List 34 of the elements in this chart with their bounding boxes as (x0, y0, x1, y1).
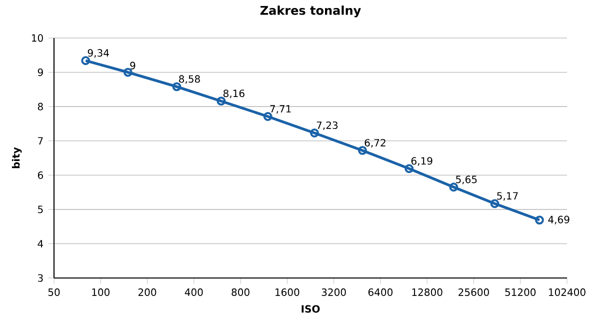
data-label: 5,17 (497, 192, 518, 201)
x-tick-label: 25600 (458, 288, 489, 296)
x-tick-label: 12800 (412, 288, 442, 296)
y-tick-label: 5 (38, 206, 43, 214)
y-tick-label: 4 (38, 240, 44, 248)
y-tick-label: 9 (38, 68, 43, 76)
chart-title: Zakres tonalny (260, 6, 361, 18)
x-tick-label: 102400 (549, 288, 586, 296)
x-tick-label: 1600 (276, 288, 300, 296)
x-tick-label: 200 (138, 288, 156, 296)
data-label: 7,71 (270, 105, 291, 114)
data-label: 9 (130, 62, 136, 70)
y-tick-label: 7 (38, 137, 43, 145)
x-tick-label: 50 (48, 288, 60, 296)
data-label: 4,69 (548, 216, 570, 224)
y-axis-title: bity (12, 147, 22, 168)
x-axis-title: ISO (302, 305, 320, 313)
data-label: 8,58 (179, 75, 200, 84)
x-tick-label: 3200 (322, 288, 346, 296)
data-label: 9,34 (88, 49, 109, 58)
x-tick-label: 6400 (368, 288, 392, 296)
data-label: 6,19 (411, 157, 432, 166)
y-tick-label: 10 (32, 34, 43, 42)
y-tick-label: 8 (38, 102, 43, 110)
x-tick-label: 400 (184, 288, 203, 296)
data-label: 6,72 (364, 138, 386, 148)
data-label: 8,16 (223, 90, 244, 98)
x-tick-label: 51200 (505, 288, 536, 296)
x-tick-label: 800 (232, 288, 250, 296)
x-tick-label: 100 (92, 288, 110, 296)
y-tick-label: 6 (38, 171, 43, 179)
data-label: 7,23 (316, 121, 338, 130)
y-tick-label: 3 (38, 274, 43, 282)
data-label: 5,65 (456, 176, 477, 184)
